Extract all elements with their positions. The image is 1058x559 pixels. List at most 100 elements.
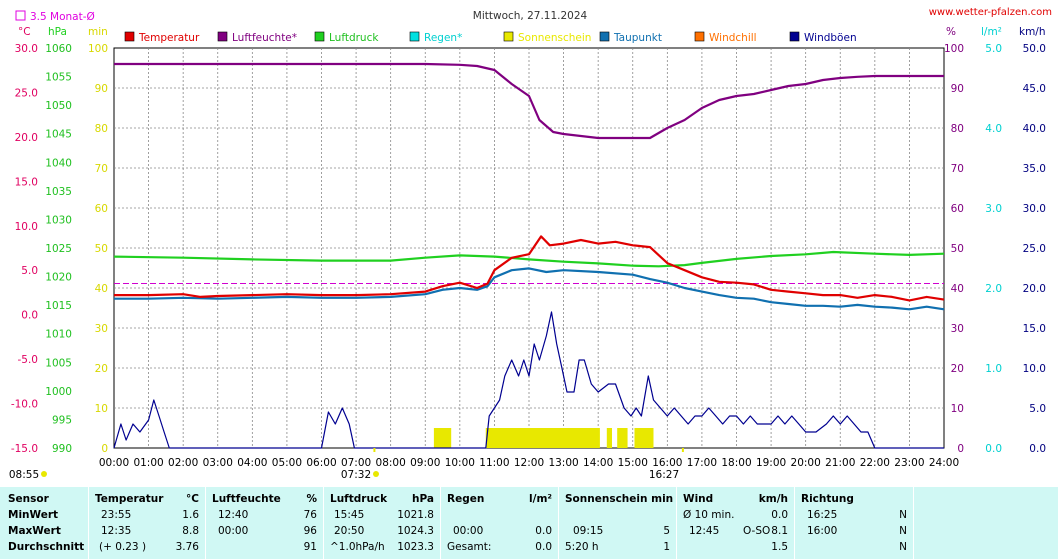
tick-pct: 80	[951, 123, 964, 135]
col-sensor: Sensor MinWert MaxWert Durchschnitt	[0, 487, 89, 559]
legend-label: Temperatur	[138, 32, 200, 44]
tick-kmh: 5.0	[1029, 403, 1046, 415]
sunshine-total-label: 08:55	[9, 469, 39, 481]
press-min-time: 15:45	[334, 509, 365, 521]
tick-hpa: 1060	[45, 43, 72, 55]
tick-rain: 4.0	[985, 123, 1002, 135]
grid	[113, 47, 945, 449]
temp-unit: °C	[186, 493, 199, 505]
sensor-header: Sensor	[8, 493, 49, 505]
series-lines	[113, 62, 945, 449]
tick-temp: 30.0	[15, 43, 38, 55]
tick-time: 18:00	[721, 457, 751, 469]
tick-min: 90	[95, 83, 108, 95]
hum-max-time: 00:00	[218, 525, 249, 537]
tick-time: 00:00	[99, 457, 129, 469]
tick-rain: 0.0	[985, 443, 1002, 455]
sunrise-label: 07:32	[341, 469, 371, 481]
legend-swatch	[599, 31, 610, 42]
tick-min: 0	[101, 443, 108, 455]
tick-hpa: 1020	[45, 272, 72, 284]
sun-sum-time: 5:20 h	[565, 541, 599, 553]
sunshine-sun-icon	[41, 471, 47, 477]
rain-unit: l/m²	[529, 493, 552, 505]
press-max-time: 20:50	[334, 525, 365, 537]
row-max: MaxWert	[8, 525, 61, 537]
tick-time: 13:00	[548, 457, 578, 469]
tick-time: 16:00	[652, 457, 682, 469]
tick-pct: 100	[944, 43, 964, 55]
tick-temp: 25.0	[15, 87, 38, 99]
tick-hpa: 1000	[45, 386, 72, 398]
unit-rain: l/m²	[981, 26, 1002, 38]
tick-kmh: 35.0	[1023, 163, 1046, 175]
hum-avg-val: 91	[303, 541, 317, 553]
tick-pct: 50	[951, 243, 964, 255]
tick-min: 50	[95, 243, 108, 255]
rain-max-time: 00:00	[453, 525, 484, 537]
dir-max-val: N	[899, 525, 907, 537]
temp-header: Temperatur	[95, 493, 164, 505]
series-line-windböen	[113, 311, 944, 449]
press-trend: ^1.0hPa/h	[330, 541, 385, 553]
sunshine-bar	[617, 428, 628, 448]
site-link[interactable]: www.wetter-pfalzen.com	[929, 7, 1052, 18]
tick-temp: 20.0	[15, 132, 38, 144]
tick-rain: 1.0	[985, 363, 1002, 375]
legend: Temperatur Luftfeuchte* Luftdruck Regen* Son…	[124, 31, 857, 44]
press-unit: hPa	[412, 493, 434, 505]
tick-hpa: 1035	[45, 186, 72, 198]
tick-pct: 90	[951, 83, 964, 95]
tick-time: 02:00	[168, 457, 198, 469]
legend-label: Regen*	[424, 32, 462, 44]
rain-sum-label: Gesamt:	[447, 541, 492, 553]
legend-swatch	[789, 31, 800, 42]
chart-title: Mittwoch, 27.11.2024	[473, 10, 588, 22]
tick-time: 15:00	[618, 457, 648, 469]
tick-temp: 15.0	[15, 176, 38, 188]
tick-min: 30	[95, 323, 108, 335]
monthly-average-marker	[15, 10, 26, 21]
wind-min-time: Ø 10 min.	[683, 509, 735, 521]
tick-time: 04:00	[237, 457, 267, 469]
col-pressure: Luftdruck hPa 15:45 1021.8 20:50 1024.3 …	[324, 487, 441, 559]
wind-max-dir: O-SO	[743, 525, 771, 537]
series-line-luftfeuchte	[114, 62, 944, 140]
tick-kmh: 10.0	[1023, 363, 1046, 375]
tick-temp: 0.0	[21, 310, 38, 322]
tick-time: 07:00	[341, 457, 371, 469]
unit-celsius: °C	[18, 26, 31, 38]
legend-swatch	[694, 31, 705, 42]
series-line-taupunkt	[114, 267, 945, 311]
monthly-average-label: 3.5 Monat-Ø	[30, 11, 95, 23]
sunrise-sun-icon	[373, 471, 379, 477]
tick-time: 06:00	[306, 457, 336, 469]
wind-max-val: 8.1	[771, 525, 788, 537]
dir-min-val: N	[899, 509, 907, 521]
legend-swatch	[124, 31, 135, 42]
tick-kmh: 15.0	[1023, 323, 1046, 335]
wind-header: Wind	[683, 493, 714, 505]
col-temperature: Temperatur °C 23:55 1.6 12:35 8.8 (+ 0.2…	[89, 487, 206, 559]
tick-rain: 5.0	[985, 43, 1002, 55]
legend-label: Taupunkt	[613, 32, 662, 44]
tick-pct: 40	[951, 283, 964, 295]
tick-pct: 60	[951, 203, 964, 215]
tick-time: 21:00	[825, 457, 855, 469]
wind-unit: km/h	[758, 493, 788, 505]
press-max-val: 1024.3	[397, 525, 434, 537]
tick-kmh: 20.0	[1023, 283, 1046, 295]
series-line-luftdruck	[113, 250, 945, 268]
col-sunshine: Sonnenschein min 09:15 5 5:20 h 1	[559, 487, 677, 559]
sunshine-bar	[634, 428, 654, 448]
tick-pct: 20	[951, 363, 964, 375]
sunshine-bars	[433, 428, 654, 448]
temp-max-time: 12:35	[101, 525, 132, 537]
hum-min-time: 12:40	[218, 509, 249, 521]
tick-hpa: 1010	[45, 329, 72, 341]
tick-kmh: 50.0	[1023, 43, 1046, 55]
weather-chart: 30.0 25.0 20.0 15.0 10.0 5.0 0.0 -5.0 -10.0 -15.0…	[9, 7, 1052, 481]
temp-avg-val: 3.76	[175, 541, 199, 553]
hum-unit: %	[306, 493, 317, 505]
unit-hpa: hPa	[48, 26, 67, 38]
